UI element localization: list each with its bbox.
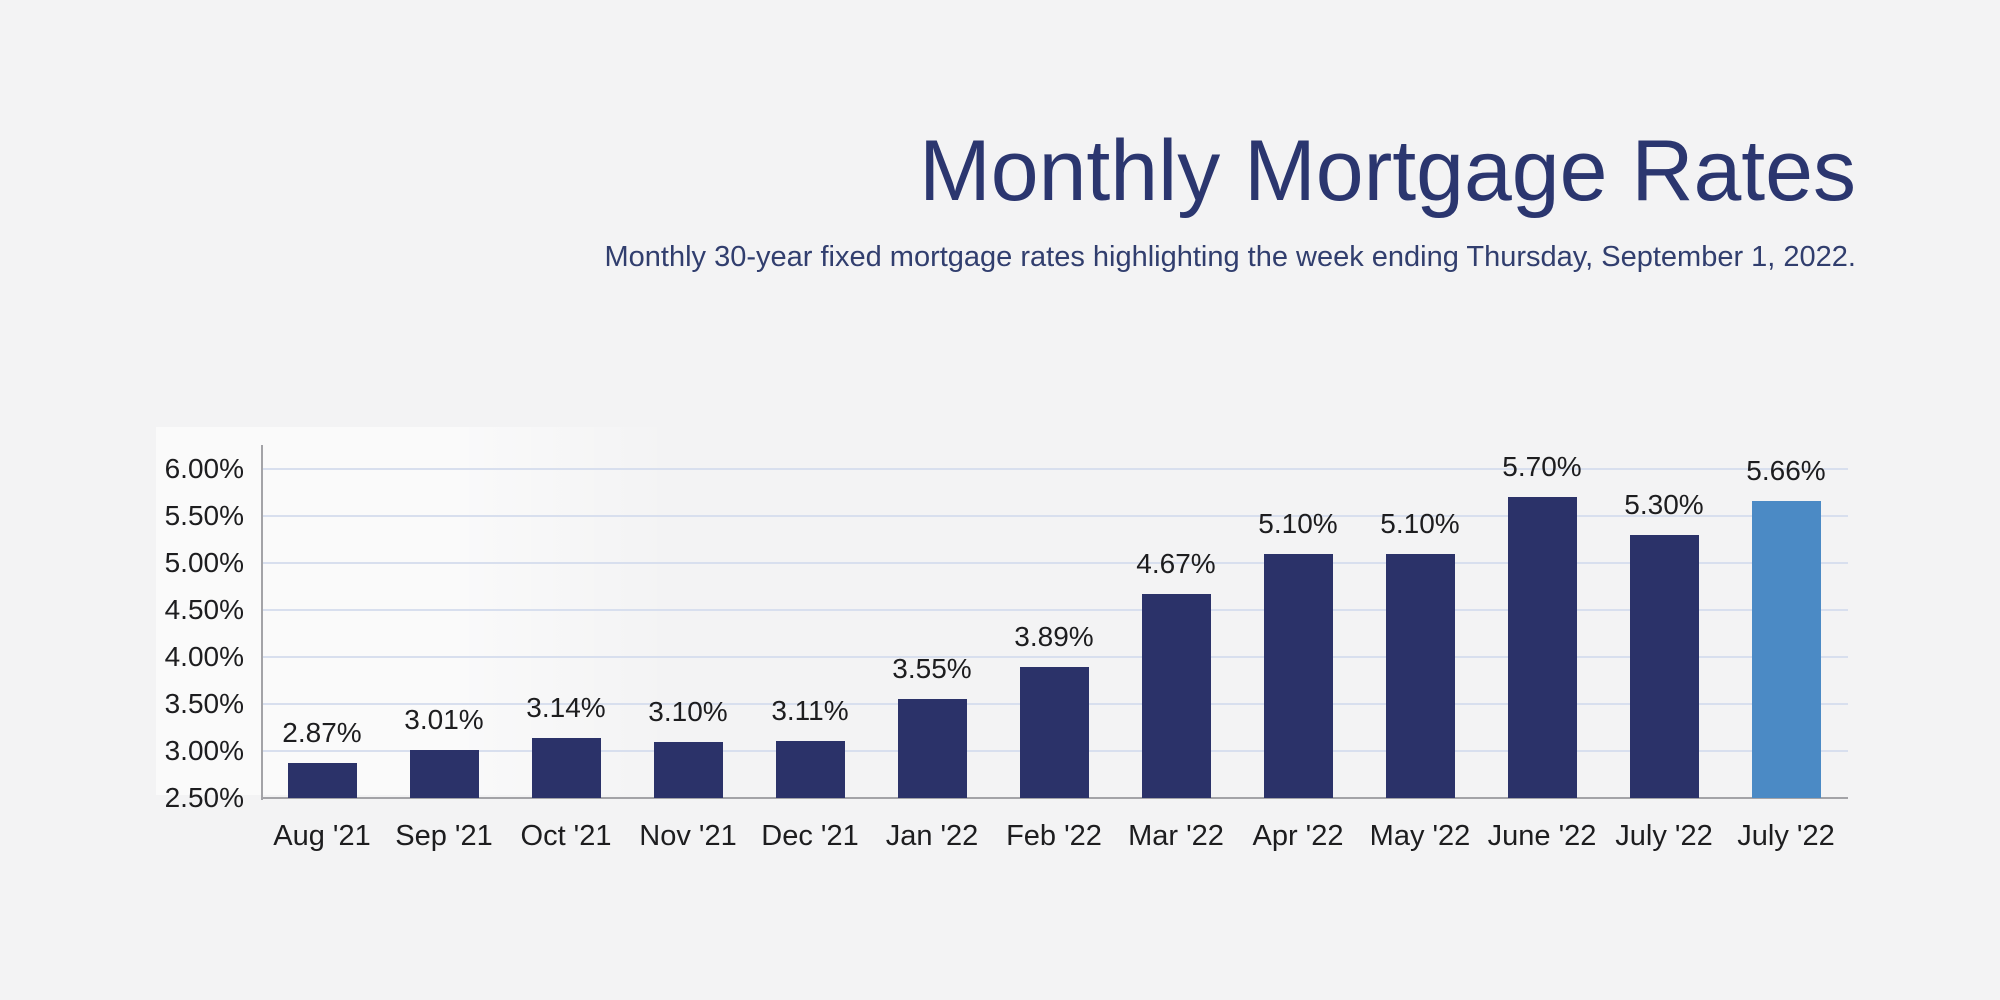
x-axis-category-label: July '22 xyxy=(1737,820,1835,852)
chart-title: Monthly Mortgage Rates xyxy=(919,123,1856,219)
x-axis-category-label: June '22 xyxy=(1487,820,1597,852)
bar-value-label: 5.30% xyxy=(1624,488,1704,520)
x-axis-category-label: Feb '22 xyxy=(1006,820,1102,852)
y-axis-tick-label: 4.00% xyxy=(164,641,244,672)
bar-value-label: 3.55% xyxy=(892,653,972,685)
bar-value-label: 5.10% xyxy=(1380,507,1460,539)
bar xyxy=(775,740,845,798)
x-axis-category-label: July '22 xyxy=(1615,820,1713,852)
y-axis-tick-label: 5.00% xyxy=(164,547,244,578)
gridline xyxy=(263,515,1848,517)
bar xyxy=(1629,534,1699,798)
bar-value-label: 2.87% xyxy=(282,717,362,749)
gridline xyxy=(263,562,1848,564)
x-axis-category-label: Nov '21 xyxy=(639,820,737,852)
bar-value-label: 3.14% xyxy=(526,691,606,723)
x-axis-category-label: Apr '22 xyxy=(1252,820,1344,852)
gridline xyxy=(263,468,1848,470)
y-axis-tick-label: 6.00% xyxy=(164,453,244,484)
y-axis-tick-label: 3.00% xyxy=(164,735,244,766)
y-axis-tick-label: 4.50% xyxy=(164,594,244,625)
y-axis-line xyxy=(261,445,263,800)
bar-value-label: 3.89% xyxy=(1014,621,1094,653)
bar xyxy=(531,737,601,798)
y-axis-tick-label: 2.50% xyxy=(164,782,244,813)
bar xyxy=(1507,497,1577,798)
bar xyxy=(897,699,967,798)
bar-highlighted xyxy=(1751,500,1821,798)
bar-value-label: 3.10% xyxy=(648,695,728,727)
bar xyxy=(287,763,357,798)
bar-value-label: 4.67% xyxy=(1136,548,1216,580)
bar-value-label: 5.66% xyxy=(1746,454,1826,486)
y-axis-tick-label: 5.50% xyxy=(164,500,244,531)
x-axis-category-label: Dec '21 xyxy=(761,820,859,852)
bar xyxy=(409,750,479,798)
x-axis-category-label: May '22 xyxy=(1369,820,1471,852)
bar-value-label: 5.70% xyxy=(1502,451,1582,483)
bar xyxy=(1141,594,1211,798)
x-axis-category-label: Jan '22 xyxy=(885,820,979,852)
x-axis-category-label: Oct '21 xyxy=(520,820,612,852)
x-axis-category-label: Aug '21 xyxy=(273,820,371,852)
bar xyxy=(1385,553,1455,798)
x-axis-category-label: Sep '21 xyxy=(395,820,493,852)
bar xyxy=(1263,553,1333,798)
y-axis-tick-label: 3.50% xyxy=(164,688,244,719)
bar-value-label: 3.11% xyxy=(771,694,849,726)
bar xyxy=(653,741,723,798)
highlight-panel xyxy=(156,427,673,795)
x-axis-category-label: Mar '22 xyxy=(1128,820,1224,852)
chart-subtitle: Monthly 30-year fixed mortgage rates hig… xyxy=(604,241,1856,273)
x-axis-line xyxy=(263,797,1848,799)
bar xyxy=(1019,667,1089,798)
gridline xyxy=(263,656,1848,658)
bar-value-label: 5.10% xyxy=(1258,507,1338,539)
bar-value-label: 3.01% xyxy=(404,704,484,736)
gridline xyxy=(263,609,1848,611)
